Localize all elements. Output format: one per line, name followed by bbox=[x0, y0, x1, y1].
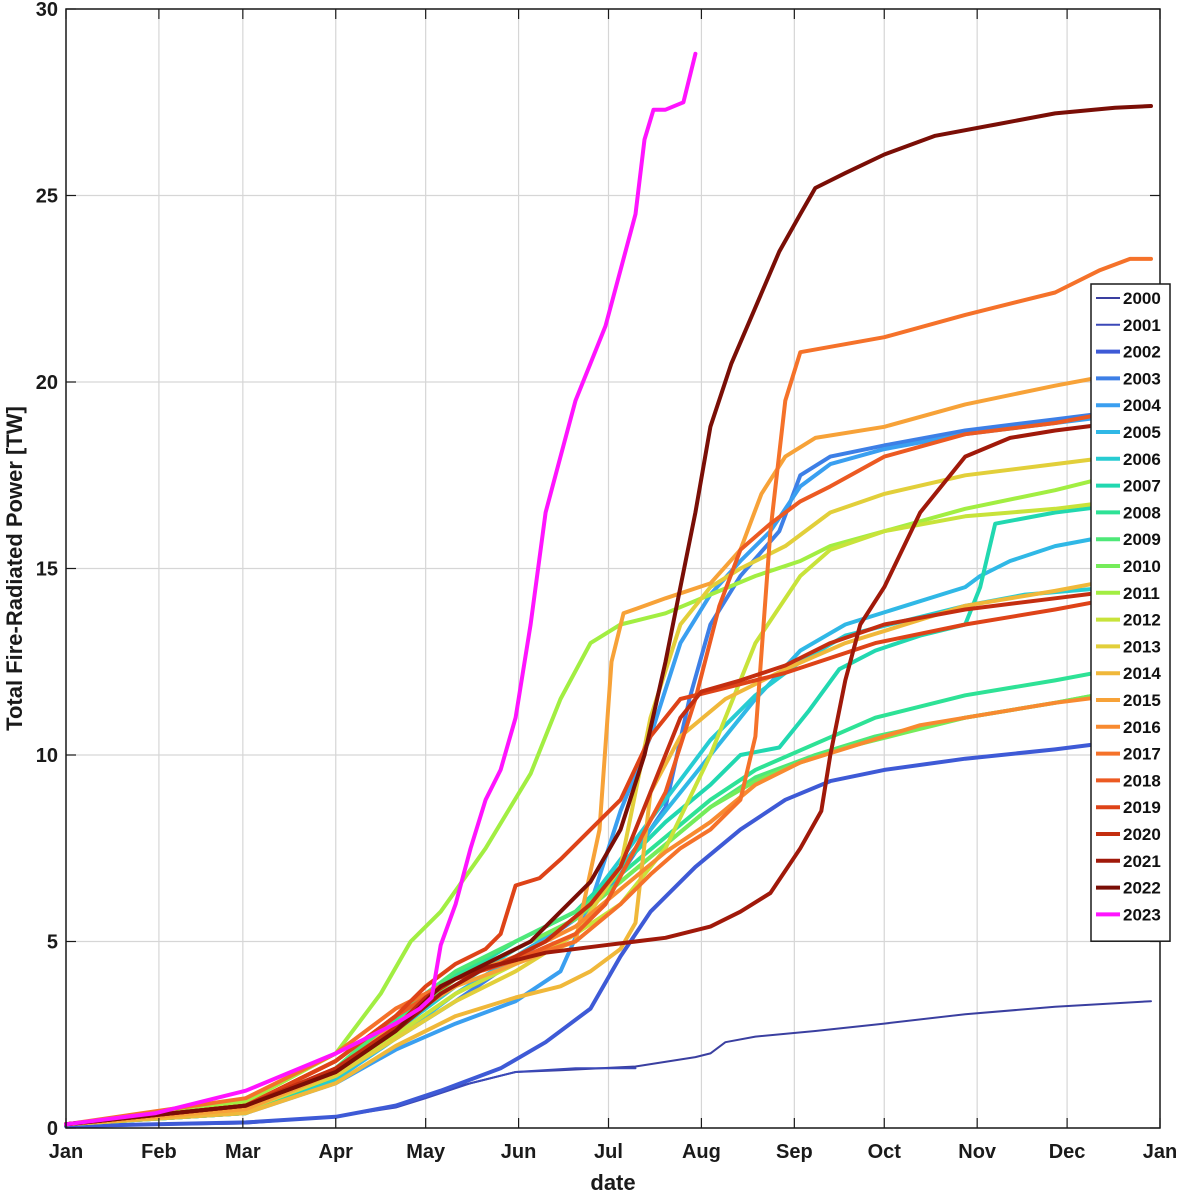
legend-label: 2017 bbox=[1123, 745, 1161, 764]
x-tick-label: Dec bbox=[1049, 1141, 1086, 1163]
legend-label: 2001 bbox=[1123, 316, 1161, 335]
legend-label: 2009 bbox=[1123, 530, 1161, 549]
legend-label: 2013 bbox=[1123, 637, 1161, 656]
legend-label: 2020 bbox=[1123, 825, 1161, 844]
y-tick-label: 15 bbox=[36, 559, 58, 581]
x-axis-label: date bbox=[590, 1170, 635, 1195]
legend-label: 2012 bbox=[1123, 611, 1161, 630]
x-tick-label: Jan bbox=[1143, 1141, 1177, 1163]
series-line-2019 bbox=[64, 596, 1117, 1127]
x-tick-label: May bbox=[406, 1141, 446, 1163]
legend-label: 2007 bbox=[1123, 477, 1161, 496]
series-line-2017 bbox=[64, 256, 1153, 1127]
series-line-2010 bbox=[64, 689, 1117, 1127]
series-line-2015 bbox=[64, 372, 1117, 1127]
y-tick-label: 0 bbox=[47, 1118, 58, 1140]
series-line-2020 bbox=[64, 588, 1117, 1127]
series-line-2008 bbox=[64, 667, 1117, 1127]
legend-label: 2003 bbox=[1123, 369, 1161, 388]
x-tick-label: Oct bbox=[868, 1141, 902, 1163]
legend-label: 2019 bbox=[1123, 798, 1161, 817]
series-line-2007 bbox=[64, 503, 1117, 1127]
legend: 2000 2001 2002 2003 2004 2005 2006 2007 2008 2009… bbox=[1090, 283, 1171, 942]
legend-label: 2002 bbox=[1123, 343, 1161, 362]
y-tick-label: 25 bbox=[36, 186, 58, 208]
y-tick-label: 20 bbox=[36, 372, 58, 394]
legend-label: 2000 bbox=[1123, 289, 1161, 308]
x-tick-label: Sep bbox=[776, 1141, 813, 1163]
legend-label: 2011 bbox=[1123, 584, 1160, 603]
legend-label: 2005 bbox=[1123, 423, 1161, 442]
series-line-2012 bbox=[64, 499, 1117, 1127]
x-tick-label: Nov bbox=[958, 1141, 997, 1163]
legend-label: 2021 bbox=[1123, 852, 1161, 871]
legend-label: 2018 bbox=[1123, 771, 1161, 790]
legend-label: 2022 bbox=[1123, 879, 1161, 898]
x-tick-label: Aug bbox=[682, 1141, 721, 1163]
x-tick-label: Jan bbox=[49, 1141, 83, 1163]
legend-label: 2023 bbox=[1123, 905, 1161, 924]
series-line-2021 bbox=[64, 421, 1117, 1127]
y-tick-label: 10 bbox=[36, 745, 58, 767]
legend-label: 2014 bbox=[1123, 664, 1161, 683]
x-tick-labels: Jan Feb Mar Apr May Jun Jul Aug Sep Oct Nov Dec Jan bbox=[49, 1141, 1177, 1163]
series-line-2002 bbox=[64, 739, 1117, 1129]
legend-label: 2006 bbox=[1123, 450, 1161, 469]
series-line-2013 bbox=[64, 454, 1117, 1127]
series-line-2011 bbox=[64, 473, 1117, 1127]
x-tick-label: Jun bbox=[501, 1141, 537, 1163]
series-line-2023 bbox=[64, 51, 698, 1127]
series-lines bbox=[64, 51, 1153, 1129]
legend-label: 2010 bbox=[1123, 557, 1161, 576]
y-tick-label: 5 bbox=[47, 932, 58, 954]
legend-label: 2008 bbox=[1123, 503, 1161, 522]
legend-label: 2004 bbox=[1123, 396, 1161, 415]
legend-label: 2015 bbox=[1123, 691, 1161, 710]
legend-box bbox=[1090, 283, 1171, 942]
series-line-2022 bbox=[64, 104, 1153, 1127]
series-line-2018 bbox=[64, 409, 1117, 1127]
y-tick-label: 30 bbox=[36, 0, 58, 21]
series-line-2004 bbox=[64, 413, 1117, 1127]
series-line-2006 bbox=[64, 585, 1117, 1127]
x-tick-label: Jul bbox=[594, 1141, 623, 1163]
x-tick-label: Mar bbox=[225, 1141, 261, 1163]
y-tick-labels: 0 5 10 15 20 25 30 bbox=[36, 0, 58, 1140]
y-axis-label: Total Fire-Radiated Power [TW] bbox=[2, 406, 27, 731]
x-tick-label: Feb bbox=[141, 1141, 177, 1163]
legend-label: 2016 bbox=[1123, 718, 1161, 737]
x-tick-label: Apr bbox=[319, 1141, 354, 1163]
series-line-2014 bbox=[64, 577, 1117, 1127]
